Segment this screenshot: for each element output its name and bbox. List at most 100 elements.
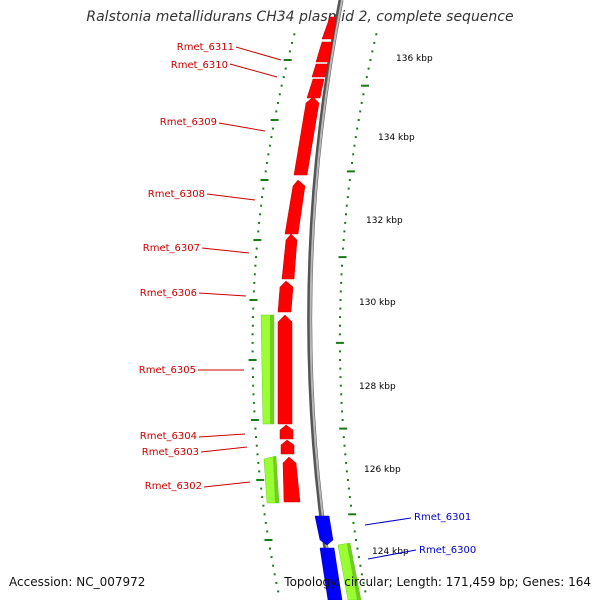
outer-tick — [375, 33, 378, 36]
outer-tick — [339, 376, 342, 379]
outer-tick — [345, 470, 348, 473]
outer-tick — [371, 50, 374, 53]
inner-tick — [284, 67, 287, 70]
inner-tick — [261, 496, 264, 499]
outer-tick — [359, 110, 362, 113]
outer-tick — [367, 67, 370, 70]
inner-tick — [268, 144, 271, 147]
gene-rmet-6306[interactable] — [277, 280, 294, 313]
tick-track-inner — [248, 33, 296, 593]
gene-rmet-6302[interactable] — [282, 456, 301, 503]
label-rmet-6309[interactable]: Rmet_6309 — [160, 117, 217, 128]
outer-tick — [338, 333, 341, 336]
outer-tick — [353, 144, 356, 147]
other-features — [260, 314, 362, 600]
label-rmet-6304[interactable]: Rmet_6304 — [140, 431, 197, 442]
outer-tick — [360, 573, 363, 576]
inner-tick — [253, 273, 256, 276]
leader-rmet-6304 — [198, 433, 246, 438]
outer-tick — [342, 239, 345, 241]
inner-tick — [273, 573, 276, 576]
gene-rmet-6311[interactable] — [321, 16, 337, 40]
ruler-label-126: 126 kbp — [364, 465, 401, 475]
outer-tick — [344, 453, 347, 456]
inner-tick — [260, 487, 263, 490]
outer-tick — [352, 153, 355, 156]
inner-tick — [258, 221, 261, 224]
label-rmet-6300[interactable]: Rmet_6300 — [419, 545, 476, 556]
ruler-label-130: 130 kbp — [359, 298, 396, 308]
inner-tick — [269, 547, 271, 550]
outer-tick — [354, 136, 357, 139]
outer-tick — [340, 273, 343, 276]
reverse-strand-genes — [277, 16, 337, 503]
inner-tick — [270, 136, 273, 139]
label-rmet-6303[interactable]: Rmet_6303 — [142, 447, 199, 458]
inner-tick — [248, 359, 257, 361]
feature-bar-2-shade — [273, 456, 279, 503]
inner-tick — [249, 299, 258, 301]
gene-rmet-6304[interactable] — [279, 424, 294, 440]
ruler-label-136: 136 kbp — [396, 54, 433, 64]
outer-tick — [344, 221, 347, 224]
label-rmet-6305[interactable]: Rmet_6305 — [139, 365, 196, 376]
outer-tick — [357, 119, 360, 121]
feature-bar-3-shade — [347, 543, 361, 600]
leader-rmet-6309 — [218, 122, 266, 132]
inner-tick — [256, 479, 265, 481]
inner-tick — [257, 230, 260, 233]
gene-rmet-6307[interactable] — [281, 233, 298, 280]
tick-track-outer — [335, 33, 378, 593]
genome-summary: Topology: circular; Length: 171,459 bp; … — [284, 575, 591, 589]
inner-tick — [257, 461, 260, 464]
inner-tick — [250, 419, 259, 421]
inner-tick — [253, 239, 262, 241]
gene-rmet-6310[interactable] — [315, 41, 333, 63]
gene-rmet-6309[interactable] — [293, 96, 320, 176]
gene-rmet-6308[interactable] — [284, 179, 306, 235]
outer-tick — [342, 436, 345, 439]
gene-rmet-6300[interactable] — [319, 547, 343, 600]
inner-tick — [275, 581, 278, 584]
outer-tick — [345, 213, 347, 216]
outer-tick — [346, 196, 349, 199]
inner-tick — [251, 367, 254, 370]
outer-tick — [338, 256, 347, 259]
outer-tick — [351, 161, 353, 164]
outer-tick — [369, 59, 372, 61]
outer-tick — [339, 290, 342, 293]
outer-tick — [373, 41, 376, 44]
inner-tick — [252, 376, 254, 379]
outer-tick — [347, 487, 350, 490]
label-rmet-6306[interactable]: Rmet_6306 — [140, 288, 197, 299]
label-rmet-6302[interactable]: Rmet_6302 — [145, 481, 202, 492]
outer-tick — [339, 427, 348, 430]
gene-rmet-6309-upper[interactable] — [306, 78, 325, 99]
outer-tick — [348, 513, 357, 516]
inner-tick — [252, 307, 255, 310]
label-rmet-6310[interactable]: Rmet_6310 — [171, 60, 228, 71]
gene-rmet-6301[interactable] — [314, 515, 334, 546]
outer-tick — [339, 316, 342, 319]
inner-tick — [264, 170, 267, 173]
label-rmet-6301[interactable]: Rmet_6301 — [414, 512, 471, 523]
inner-tick — [270, 556, 273, 559]
label-rmet-6311[interactable]: Rmet_6311 — [177, 42, 234, 53]
inner-tick — [251, 333, 254, 336]
inner-tick — [256, 453, 259, 456]
outer-tick — [345, 204, 348, 207]
inner-tick — [255, 444, 258, 447]
gene-rmet-6305[interactable] — [277, 314, 293, 425]
inner-tick — [252, 393, 255, 396]
label-rmet-6307[interactable]: Rmet_6307 — [143, 243, 200, 254]
ruler-label-128: 128 kbp — [359, 382, 396, 392]
outer-tick — [360, 101, 363, 104]
leader-rmet-6302 — [203, 481, 251, 488]
inner-tick — [262, 187, 265, 190]
inner-tick — [264, 539, 273, 541]
label-rmet-6308[interactable]: Rmet_6308 — [148, 189, 205, 200]
gene-rmet-6310b[interactable] — [311, 63, 329, 78]
inner-tick — [262, 504, 265, 507]
gene-rmet-6303[interactable] — [280, 439, 295, 455]
